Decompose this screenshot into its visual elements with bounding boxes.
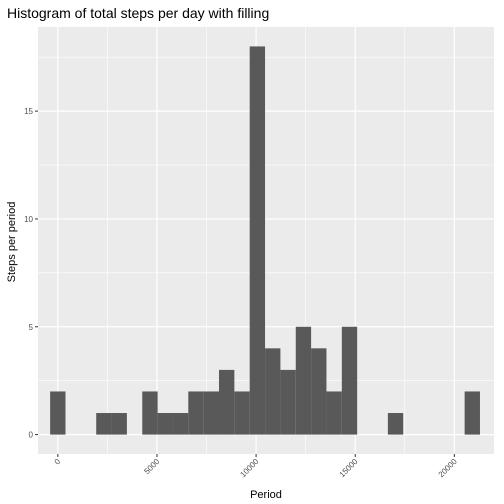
histogram-bar	[326, 391, 342, 435]
histogram-bar	[387, 413, 404, 435]
histogram-bar	[188, 391, 204, 435]
x-tick-label: 0	[53, 457, 63, 467]
histogram-bar	[280, 369, 296, 435]
histogram-bar	[234, 391, 250, 435]
y-tick-label: 15	[24, 107, 33, 116]
x-tick-label: 10000	[238, 457, 260, 479]
histogram-bar	[265, 348, 281, 435]
histogram-bar	[96, 413, 112, 435]
x-tick-label: 15000	[338, 457, 360, 479]
y-tick-label: 0	[29, 431, 34, 440]
minor-gridlines	[38, 27, 494, 454]
y-axis: 0 5 10 15	[24, 107, 38, 440]
x-axis: 0 5000 10000 15000 20000	[53, 454, 459, 479]
histogram-bar	[203, 391, 220, 435]
histogram-bar	[341, 326, 358, 435]
histogram-bar	[50, 391, 66, 435]
x-axis-title: Period	[250, 489, 282, 501]
histogram-bar	[219, 369, 235, 435]
chart-title: Histogram of total steps per day with fi…	[7, 5, 269, 21]
x-tick-label: 5000	[142, 457, 161, 476]
histogram-bar	[311, 348, 327, 435]
y-tick-label: 5	[29, 323, 34, 332]
bars	[50, 46, 480, 435]
histogram-bar	[111, 413, 127, 435]
x-tick-label: 20000	[437, 457, 459, 479]
histogram-bar	[464, 391, 480, 435]
histogram-bar	[249, 46, 266, 435]
y-tick-label: 10	[24, 215, 33, 224]
y-axis-title: Steps per period	[6, 202, 18, 283]
histogram-bar	[172, 413, 189, 435]
histogram-bar	[157, 413, 173, 435]
histogram-bar	[295, 326, 312, 435]
histogram-bar	[142, 391, 158, 435]
